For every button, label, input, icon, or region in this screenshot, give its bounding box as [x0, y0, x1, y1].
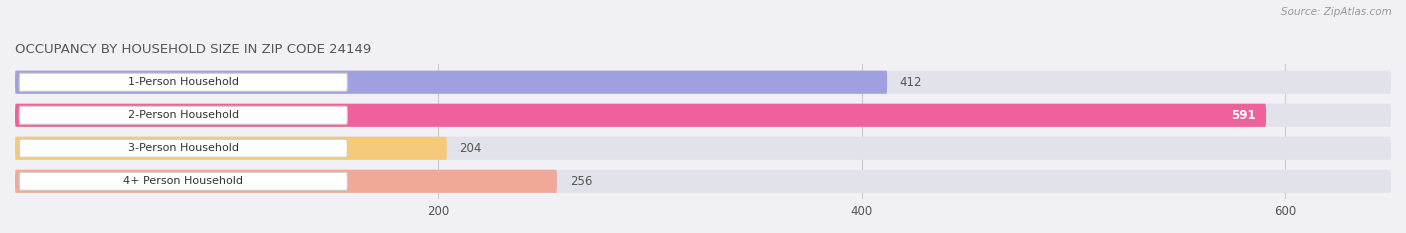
FancyBboxPatch shape: [20, 172, 347, 190]
FancyBboxPatch shape: [15, 137, 1391, 160]
FancyBboxPatch shape: [15, 170, 557, 193]
FancyBboxPatch shape: [20, 73, 347, 91]
FancyBboxPatch shape: [20, 139, 347, 157]
Text: 256: 256: [569, 175, 592, 188]
FancyBboxPatch shape: [15, 104, 1265, 127]
FancyBboxPatch shape: [20, 106, 347, 124]
FancyBboxPatch shape: [15, 71, 887, 94]
FancyBboxPatch shape: [15, 137, 447, 160]
Text: 204: 204: [460, 142, 482, 155]
FancyBboxPatch shape: [15, 104, 1391, 127]
Text: 2-Person Household: 2-Person Household: [128, 110, 239, 120]
FancyBboxPatch shape: [15, 170, 1391, 193]
FancyBboxPatch shape: [15, 71, 1391, 94]
Text: 591: 591: [1230, 109, 1256, 122]
Text: 3-Person Household: 3-Person Household: [128, 143, 239, 153]
Text: 4+ Person Household: 4+ Person Household: [124, 176, 243, 186]
Text: OCCUPANCY BY HOUSEHOLD SIZE IN ZIP CODE 24149: OCCUPANCY BY HOUSEHOLD SIZE IN ZIP CODE …: [15, 43, 371, 56]
Text: 412: 412: [900, 76, 922, 89]
Text: 1-Person Household: 1-Person Household: [128, 77, 239, 87]
Text: Source: ZipAtlas.com: Source: ZipAtlas.com: [1281, 7, 1392, 17]
